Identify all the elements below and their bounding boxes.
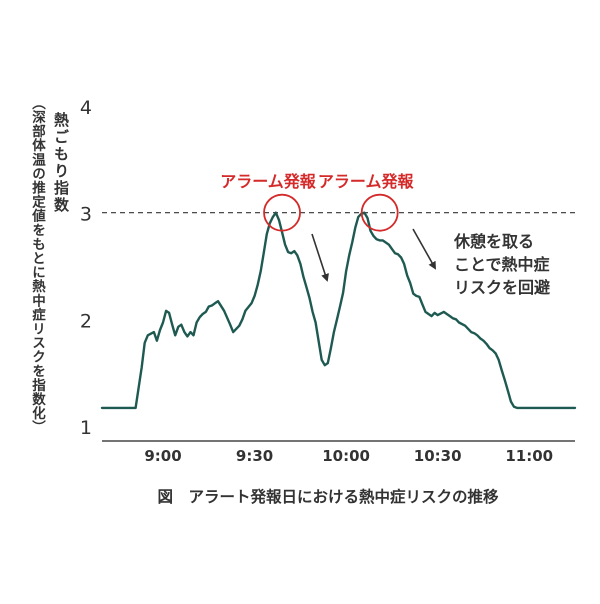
alert-label: アラーム発報 (318, 172, 415, 191)
trend-arrow (311, 233, 329, 282)
alert-label: アラーム発報 (220, 172, 317, 191)
y-axis-ticks: 1 2 3 4 (80, 97, 92, 439)
x-tick-label: 10:30 (414, 447, 462, 465)
y-axis-subtitle: （深部体温の推定値をもとに熱中症リスクを指数化） (29, 96, 47, 434)
x-tick-label: 9:30 (236, 447, 273, 465)
annotation-line: リスクを回避 (454, 278, 550, 297)
annotation-line: 休憩を取る (453, 232, 534, 251)
alert-circle (263, 193, 301, 232)
y-tick-label: 4 (80, 97, 92, 119)
x-tick-label: 10:00 (322, 447, 370, 465)
trend-arrow (412, 228, 436, 270)
trend-arrows (311, 228, 436, 282)
y-axis-label-sub: （深部体温の推定値をもとに熱中症リスクを指数化） (29, 96, 47, 434)
y-tick-label: 2 (80, 310, 92, 332)
alert-circle (360, 193, 399, 232)
x-axis-ticks: 9:00 9:30 10:00 10:30 11:00 (144, 447, 553, 465)
x-tick-label: 9:00 (144, 447, 181, 465)
y-axis-title: 熱ごもり指数 (52, 111, 70, 214)
risk-series-line (100, 211, 577, 410)
y-tick-label: 1 (80, 417, 92, 439)
figure-caption: 図 アラート発報日における熱中症リスクの推移 (157, 487, 499, 506)
annotation-line: ことで熱中症 (454, 255, 550, 274)
y-axis-label-main: 熱ごもり指数 (52, 111, 70, 214)
alert-markers: アラーム発報 アラーム発報 (220, 172, 415, 232)
x-tick-label: 11:00 (505, 447, 553, 465)
y-tick-label: 3 (80, 204, 92, 226)
